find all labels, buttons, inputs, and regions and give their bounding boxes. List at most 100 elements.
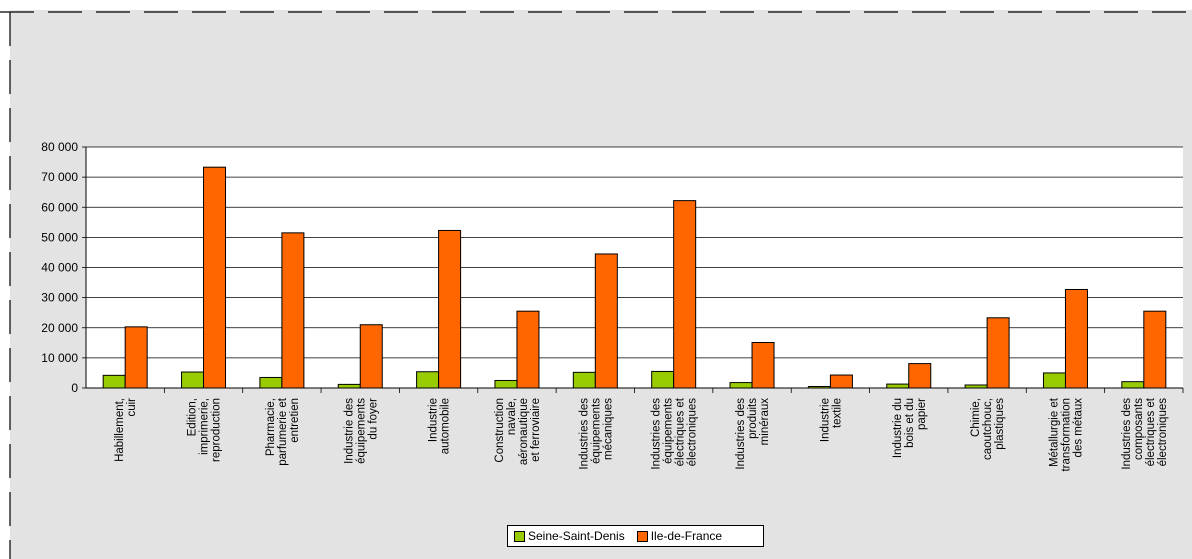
bar-seine-saint-denis (651, 370, 675, 389)
bar-ile-de-france (829, 374, 853, 389)
x-category-label-line: Industries des (1121, 398, 1133, 470)
y-tick-label: 40 000 (41, 261, 78, 275)
x-category-label-line: aéronautique (518, 398, 530, 465)
x-category-label: Industries deséquipementsmécaniques (578, 398, 614, 470)
x-category-label: Industrietextile (819, 398, 843, 442)
bar-ile-de-france (751, 342, 775, 389)
bar-ile-de-france (281, 232, 305, 389)
y-tick-label: 20 000 (41, 321, 78, 335)
legend-label-ile-de-france: Ile-de-France (650, 529, 723, 543)
bar-ile-de-france (359, 324, 383, 389)
x-category-label-line: Industrie (428, 398, 440, 442)
x-category-label-line: Industrie du (892, 398, 904, 458)
x-category-label-line: papier (916, 398, 928, 430)
x-category-label: Edition,imprimerie,reproduction (187, 398, 223, 462)
bar-seine-saint-denis (181, 371, 205, 389)
x-category-label-line: équipements (355, 398, 367, 464)
bar-seine-saint-denis (259, 376, 283, 389)
x-category-label-line: Métallurgie et (1048, 397, 1060, 467)
y-tick-label: 80 000 (41, 140, 78, 154)
x-category-label-line: Pharmacie, (265, 398, 277, 456)
bar-ile-de-france (986, 317, 1010, 389)
x-category-label-line: transformation (1060, 398, 1072, 472)
x-category-label-line: électriques et (675, 397, 687, 466)
x-category-label-line: Construction (494, 398, 506, 463)
bar-ile-de-france (124, 326, 148, 389)
x-category-label-line: équipements (663, 398, 675, 464)
x-category-label-line: Habillement, (114, 398, 126, 462)
bar-seine-saint-denis (1042, 372, 1066, 389)
bar-ile-de-france (594, 253, 618, 389)
x-category-label-line: du foyer (367, 398, 379, 440)
x-category-label-line: composants (1133, 398, 1145, 460)
bar-seine-saint-denis (964, 384, 988, 389)
x-category-label-line: produits (747, 398, 759, 439)
x-category-label-line: des métaux (1072, 398, 1084, 458)
x-category-label-line: caoutchouc, (982, 398, 994, 460)
x-category-label-line: minéraux (759, 398, 771, 446)
bar-seine-saint-denis (102, 374, 126, 389)
x-category-label-line: automobile (440, 398, 452, 454)
x-category-label-line: entretien (289, 398, 301, 443)
x-category-label-line: navale, (506, 398, 518, 435)
bar-ile-de-france (516, 310, 540, 389)
x-category-label: Pharmacie,parfumerie etentretien (265, 397, 301, 466)
x-category-label-line: électriques et (1145, 397, 1157, 466)
legend-swatch-seine-saint-denis (514, 530, 525, 542)
x-category-label-line: Chimie, (970, 398, 982, 437)
x-category-label: Métallurgie ettransformationdes métaux (1048, 397, 1084, 471)
bar-ile-de-france (203, 166, 227, 389)
bar-ile-de-france (673, 200, 697, 389)
x-category-label-line: Industries des (651, 398, 663, 470)
bar-seine-saint-denis (416, 371, 440, 389)
bar-seine-saint-denis (807, 385, 831, 389)
x-category-label: Chimie,caoutchouc,plastiques (970, 398, 1006, 460)
legend: Seine-Saint-Denis Ile-de-France (507, 525, 764, 547)
x-category-label: Industrie deséquipementsdu foyer (343, 398, 379, 464)
y-tick-label: 70 000 (41, 170, 78, 184)
legend-item-ile-de-france: Ile-de-France (636, 529, 723, 543)
bar-seine-saint-denis (1121, 381, 1145, 389)
bar-seine-saint-denis (729, 382, 753, 389)
y-tick-label: 0 (71, 381, 78, 395)
x-category-label-line: reproduction (211, 398, 223, 462)
legend-item-seine-saint-denis: Seine-Saint-Denis (514, 529, 625, 543)
x-category-label-line: Industries des (735, 398, 747, 470)
y-tick-label: 30 000 (41, 291, 78, 305)
x-category-label-line: imprimerie, (199, 398, 211, 455)
bar-ile-de-france (438, 229, 462, 389)
x-category-label-line: bois et du (904, 398, 916, 448)
x-category-label-line: textile (831, 398, 843, 428)
x-category-label-line: mécaniques (602, 398, 614, 460)
x-category-label: Habillement,cuir (114, 398, 138, 462)
x-category-label-line: Industrie (819, 398, 831, 442)
y-tick-label: 50 000 (41, 230, 78, 244)
x-category-label: Industrie dubois et dupapier (892, 398, 928, 458)
x-category-label-line: Edition, (187, 398, 199, 436)
x-category-label-line: cuir (126, 398, 138, 417)
x-category-label-line: plastiques (994, 398, 1006, 450)
x-category-label-line: parfumerie et (277, 397, 289, 466)
x-category-label: Industries descomposantsélectriques etél… (1121, 397, 1169, 469)
x-category-label-line: et ferroviaire (530, 398, 542, 462)
bar-ile-de-france (908, 363, 932, 389)
x-category-label-line: électroniques (687, 398, 699, 467)
legend-label-seine-saint-denis: Seine-Saint-Denis (528, 529, 625, 543)
bar-ile-de-france (1143, 310, 1167, 389)
bar-ile-de-france (1064, 288, 1088, 389)
x-category-label-line: équipements (590, 398, 602, 464)
x-category-label: Industrieautomobile (428, 398, 452, 454)
y-tick-label: 10 000 (41, 351, 78, 365)
bar-seine-saint-denis (494, 379, 518, 389)
x-category-label: Constructionnavale,aéronautiqueet ferrov… (494, 398, 542, 465)
bar-seine-saint-denis (337, 383, 361, 389)
y-tick-label: 60 000 (41, 200, 78, 214)
bar-seine-saint-denis (572, 371, 596, 389)
x-category-label-line: Industrie des (343, 398, 355, 464)
legend-swatch-ile-de-france (636, 530, 648, 542)
bar-seine-saint-denis (886, 383, 910, 389)
x-category-label-line: Industries des (578, 398, 590, 470)
x-category-label: Industries desproduitsminéraux (735, 398, 771, 470)
x-category-label-line: électroniques (1157, 398, 1169, 467)
